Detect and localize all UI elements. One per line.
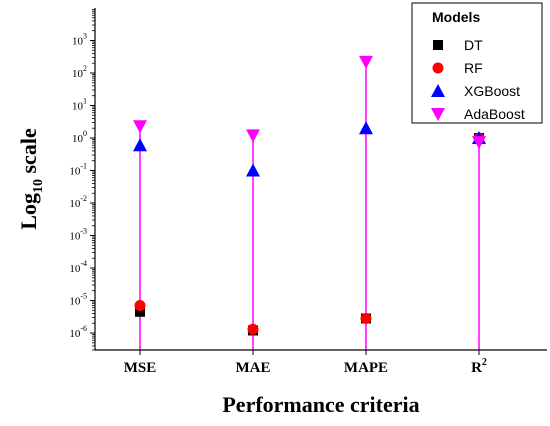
legend-marker-dt: [433, 40, 443, 50]
y-tick-label: 10-3: [69, 227, 87, 243]
y-tick-label: 102: [72, 64, 87, 80]
y-tick-label: 10-2: [69, 194, 87, 210]
y-tick-label: 10-5: [69, 292, 87, 308]
x-tick-label: R2: [471, 357, 487, 376]
point-rf: [134, 300, 146, 312]
y-tick-label: 103: [72, 32, 87, 48]
y-tick-label: 100: [72, 129, 87, 145]
point-adaboost: [246, 129, 260, 143]
legend-label-xgboost: XGBoost: [464, 83, 520, 99]
legend-title: Models: [432, 9, 480, 25]
x-tick-label: MAE: [236, 360, 271, 376]
point-dt: [135, 306, 145, 317]
legend-label-dt: DT: [464, 37, 483, 53]
point-xgboost: [359, 121, 373, 135]
point-rf: [360, 312, 372, 324]
x-tick-label: MSE: [124, 360, 157, 376]
point-adaboost: [133, 120, 147, 134]
x-tick-label: MAPE: [344, 360, 388, 376]
y-tick-label: 10-1: [69, 162, 87, 178]
legend-label-adaboost: AdaBoost: [464, 106, 525, 122]
y-tick-label: 10-6: [69, 324, 87, 340]
y-axis-title: Log10 scale: [16, 128, 46, 230]
point-adaboost: [359, 55, 373, 69]
legend: Models DT RF XGBoost AdaBoost: [411, 2, 543, 124]
legend-label-rf: RF: [464, 60, 483, 76]
point-xgboost: [133, 138, 147, 152]
point-adaboost: [472, 136, 486, 150]
legend-marker-rf: [432, 62, 444, 74]
y-tick-label: 101: [72, 97, 87, 113]
point-xgboost: [246, 163, 260, 177]
axes: 10-6 10-5 10-4 10-3 10-2 10-1 100 101 102 103 MSE M…: [16, 8, 547, 417]
legend-box: [411, 2, 543, 124]
plot-area: [133, 55, 486, 350]
y-tick-label: 10-4: [69, 259, 87, 275]
legend-marker-xgboost: [431, 84, 445, 97]
x-axis-title: Performance criteria: [222, 392, 419, 417]
legend-marker-adaboost: [431, 108, 445, 121]
point-rf: [247, 323, 259, 335]
